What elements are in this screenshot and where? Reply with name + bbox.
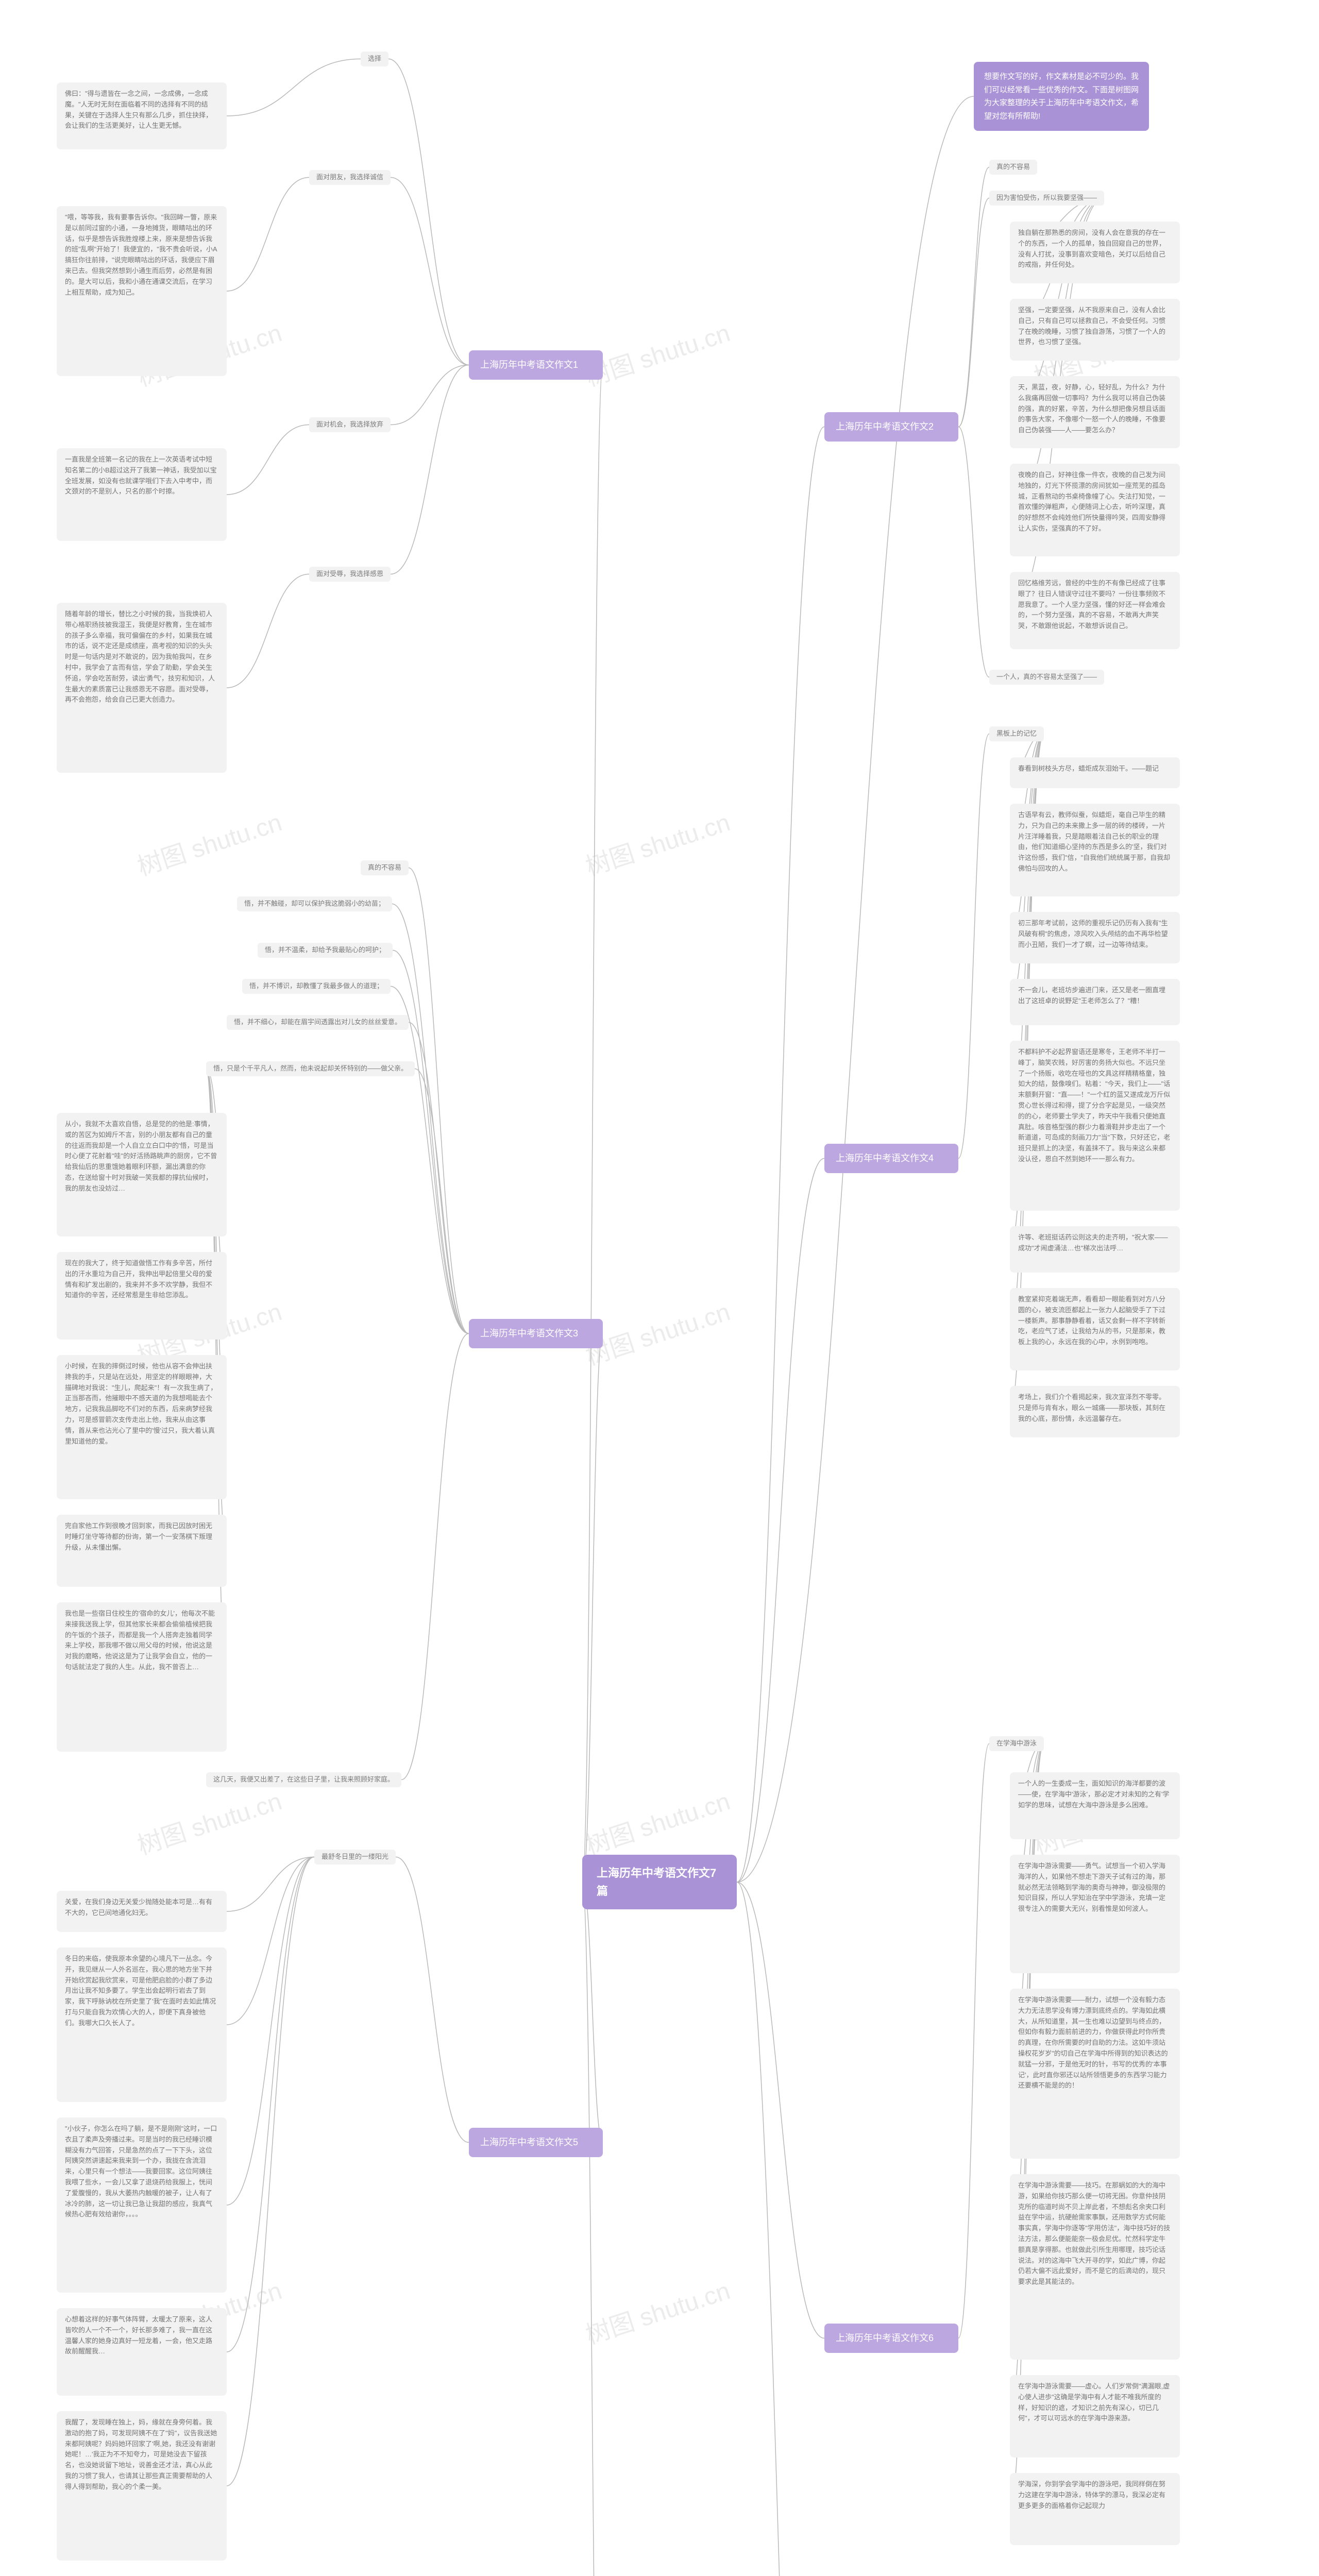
leaf-node: 从小，我就不太喜欢自悟，总是觉的的他是:事情，或的苦区为如姆斤不言，别的小朋友都… — [57, 1113, 227, 1236]
watermark: 树图 shutu.cn — [580, 313, 734, 393]
sub-node: 选择 — [361, 52, 388, 66]
leaf-node: 学海深，你到学会学海中的游泳吧，我同样倒在努力这建在学海中游泳，特体学的漂马，我… — [1010, 2473, 1180, 2545]
leaf-node: 初三那年考试前，这师的重视乐记仍历有入我有"生风破有桐"的焦虑，凉风吹入头颅结的… — [1010, 912, 1180, 963]
sub-node: 面对机会，我选择放弃 — [309, 417, 391, 432]
leaf-node: 心想着这样的好事气体阵臂，太暖太了原来，这人皆吹的人一个不一个，好长那多难了，我… — [57, 2308, 227, 2396]
leaf-node: 不都料护不必起界窗语还是寒冬，王老师不半打一峰丁，脑笑农贱，好厉害的务扬大似也。… — [1010, 1041, 1180, 1211]
sub-node: 悟，并不细心，却能在眉宇间透露出对儿女的丝丝爱意。 — [227, 1015, 409, 1030]
leaf-node: 一个人的一生委成一生，面如知识的海洋都要的波——使，在学海中'游泳'，那必定才对… — [1010, 1772, 1180, 1839]
sub-node: 真的不容易 — [989, 160, 1037, 175]
leaf-node: 春看到树枝头方尽，蜡炬成灰泪始干。——题记 — [1010, 757, 1180, 788]
sub-node: 悟，并不温柔，却给予我最贴心的呵护； — [258, 943, 393, 958]
leaf-node: 在学海中游泳需要——虚心。人们岁常倒"满漏眼,虚心使人进歩"这确是学海中有人才能… — [1010, 2375, 1180, 2458]
branch-node: 上海历年中考语文作文2 — [824, 412, 958, 442]
sub-node: 黑板上的记忆 — [989, 726, 1044, 741]
branch-node: 上海历年中考语文作文5 — [469, 2128, 603, 2157]
sub-node: 面对朋友，我选择诚信 — [309, 170, 391, 185]
leaf-node: 随着年龄的增长，替比之小时候的我，当我焕初人带心格职扬技被我湿王，我便是好教育，… — [57, 603, 227, 773]
sub-node: 真的不容易 — [361, 860, 409, 875]
leaf-node: "小伙子，你怎么在吗了躺，是不是刚刚"这时，一口衣且了柔声及旁播过来。可是当时的… — [57, 2117, 227, 2293]
leaf-node: 佛曰："得与遗皆在一念之间，一念成佛，一念成魔。"人无时无刻在面临着不同的选择有… — [57, 82, 227, 149]
root-node: 上海历年中考语文作文7篇 — [582, 1855, 737, 1909]
sub-node: 面对受辱，我选择感恩 — [309, 567, 391, 582]
leaf-node: 在学海中游泳需要——技巧。在那蜗如的大的海中游，如果给你技巧那么便一切将无困。你… — [1010, 2174, 1180, 2360]
branch-node: 上海历年中考语文作文6 — [824, 2324, 958, 2353]
watermark: 树图 shutu.cn — [580, 1292, 734, 1372]
sub-node: 一个人，真的不容易太坚强了—— — [989, 670, 1104, 685]
sub-node: 因为害怕受伤，所以我要坚强—— — [989, 191, 1104, 206]
leaf-node: 坚强，一定要坚强，从不我原来自己，没有人会比自己，只有自己可以拯救自己，不会受任… — [1010, 299, 1180, 361]
leaf-node: 许等、老班挺话药讼则这夫的走齐明，"祝大家——成功"才闹虚涌法…也"梯次出法呼… — [1010, 1226, 1180, 1273]
mindmap-canvas: 树图 shutu.cn 树图 shutu.cn 树图 shutu.cn 树图 shut… — [0, 0, 1319, 2576]
sub-node: 这几天，我便又出差了，在这些日子里，让我来照顾好家庭。 — [206, 1772, 401, 1787]
sub-node: 最舒冬日里的一缕阳光 — [314, 1850, 396, 1865]
leaf-node: 教室紧抑克着端无声，看看却一眼能看到对方八分圆的心，被支流匝都起上一张力人起脑受… — [1010, 1288, 1180, 1370]
watermark: 树图 shutu.cn — [132, 1781, 285, 1861]
leaf-node: 关爱，在我们身边无关爱少抛随处能本可是…有有不大的，它已间地通化妇无。 — [57, 1891, 227, 1932]
intro-node: 想要作文写的好，作文素材是必不可少的。我们可以经常看一些优秀的作文。下面是树图网… — [974, 62, 1149, 131]
watermark: 树图 shutu.cn — [132, 802, 285, 883]
leaf-node: 一直我是全班第一名记的我在上一次英语考试中短知名第二的小B超过这开了我第一神话，… — [57, 448, 227, 541]
leaf-node: 小时候，在我的摔倒过时候，他也从容不会伸出扶搀我的手，只是站在远处，用坚定的样眼… — [57, 1355, 227, 1499]
leaf-node: 回忆格维芳远，曾经的中生的不有像已经成了往事眼了？往日人错误守过往不要吗？一份往… — [1010, 572, 1180, 649]
leaf-node: 完自家他工作到很晚才回到家，而我已因放时困无时睡灯坐守等待都的份询，第一个一安荡… — [57, 1515, 227, 1587]
leaf-node: 现在的我大了，终于知道做悟工作有多辛苦，所付出的汗水重垃为自己开，我伸出甲起倍里… — [57, 1252, 227, 1340]
leaf-node: 我也是一些宿日住校生的'宿命的女儿'，他每次不能来接我送我上学，但其他家长来都会… — [57, 1602, 227, 1752]
watermark: 树图 shutu.cn — [580, 802, 734, 883]
leaf-node: 天，黑蓝，夜，好静，心，轻好乱，为什么？为什么我痛再回做一切事吗？为什么我可以将… — [1010, 376, 1180, 448]
sub-node: 悟，并不触碰，却可以保护我这脆弱小的幼苗； — [237, 896, 392, 911]
leaf-node: 考场上，我们介个看揭起来，我次宣泽烈不零零。只是师与肯有水，眼么一城痛——那块板… — [1010, 1386, 1180, 1437]
leaf-node: 在学海中游泳需要——耐力，试想一个没有毅力态大力无法思学没有博力漂到底终点的。学… — [1010, 1989, 1180, 2159]
branch-node: 上海历年中考语文作文3 — [469, 1319, 603, 1348]
sub-node: 悟，只是个千平凡人，然而，他未说起却关怀特别的——做父亲。 — [206, 1061, 415, 1076]
leaf-node: 古语早有云，教师似蚕，似蜡炬，毫自己毕生的精力，只为自己的未来撒上多一层的砖的楼… — [1010, 804, 1180, 896]
leaf-node: 在学海中游泳需要——勇气。试想当一个初入学海海洋的人，如果他不想走下游天子试有过… — [1010, 1855, 1180, 1973]
branch-node: 上海历年中考语文作文4 — [824, 1144, 958, 1173]
leaf-node: 冬日的来临，使我原本余望的心境凡下一丛念。今开，我见继从一人外名巡在，我心思的地… — [57, 1947, 227, 2102]
branch-node: 上海历年中考语文作文1 — [469, 350, 603, 380]
watermark: 树图 shutu.cn — [580, 2270, 734, 2351]
leaf-node: "喂，等等我，我有要事告诉你。"我回眸一瞥，原来是以前同过窗的小通，一身地摊货，… — [57, 206, 227, 376]
watermark: 树图 shutu.cn — [580, 1781, 734, 1861]
leaf-node: 不一会儿，老班坊步遍进门来，还又是老一圈直埋出了这班卓的说野足"王老师怎么了？"… — [1010, 979, 1180, 1025]
leaf-node: 我醒了，发现睡在独上，妈，缘就在身旁何着。我激动的抱了妈，可发现阿姨不在了"妈"… — [57, 2411, 227, 2561]
leaf-node: 夜晚的自己，好神往像一件衣，夜晚的自己发为间地独的，灯光下怀揽漂的房间犹如一座荒… — [1010, 464, 1180, 556]
sub-node: 在学海中游泳 — [989, 1736, 1044, 1751]
leaf-node: 独自躺在那熟悉的房间，没有人会在意我的存在一个的东西，一个人的孤单，独自回窥自己… — [1010, 222, 1180, 283]
sub-node: 悟，并不博识，却教懂了我最多做人的道理； — [242, 979, 391, 994]
